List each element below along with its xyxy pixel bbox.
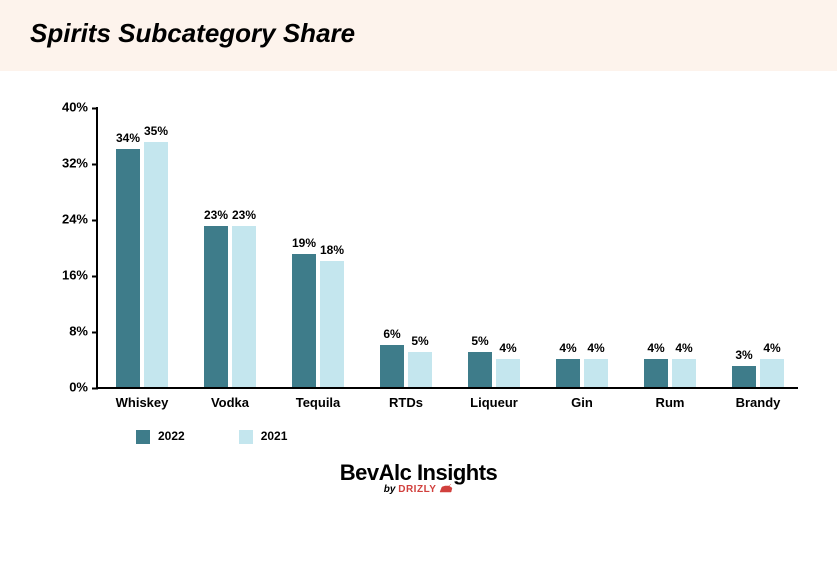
legend-label-2021: 2021 xyxy=(261,429,288,443)
bar-value-label: 19% xyxy=(292,236,316,250)
category-label: RTDs xyxy=(389,395,423,410)
bar: 3% xyxy=(732,366,756,387)
bar: 4% xyxy=(760,359,784,387)
bar-value-label: 35% xyxy=(144,124,168,138)
bar: 35% xyxy=(144,142,168,387)
category-label: Vodka xyxy=(211,395,249,410)
y-tick: 32% xyxy=(48,156,88,171)
bar: 23% xyxy=(232,226,256,387)
bar: 4% xyxy=(496,359,520,387)
bar-value-label: 4% xyxy=(647,341,664,355)
bar: 18% xyxy=(320,261,344,387)
y-tick: 16% xyxy=(48,268,88,283)
legend: 2022 2021 xyxy=(136,429,797,444)
bar-value-label: 6% xyxy=(383,327,400,341)
category-label: Rum xyxy=(656,395,685,410)
bar: 19% xyxy=(292,254,316,387)
bar: 34% xyxy=(116,149,140,387)
legend-label-2022: 2022 xyxy=(158,429,185,443)
category-label: Gin xyxy=(571,395,593,410)
title-band: Spirits Subcategory Share xyxy=(0,0,837,71)
rhino-icon xyxy=(439,484,453,494)
y-tick: 24% xyxy=(48,212,88,227)
bar-value-label: 3% xyxy=(735,348,752,362)
legend-swatch-2022 xyxy=(136,430,150,444)
bar-value-label: 4% xyxy=(587,341,604,355)
bar: 4% xyxy=(672,359,696,387)
bar: 4% xyxy=(644,359,668,387)
footer-byline-prefix: by xyxy=(384,484,398,495)
bar: 23% xyxy=(204,226,228,387)
bar-value-label: 4% xyxy=(559,341,576,355)
bar-value-label: 4% xyxy=(499,341,516,355)
legend-item-2022: 2022 xyxy=(136,429,185,444)
bar: 4% xyxy=(584,359,608,387)
footer-brand: BevAlc Insights xyxy=(40,460,797,486)
footer-byline-brand: DRIZLY xyxy=(398,484,436,495)
footer-byline: by DRIZLY xyxy=(40,484,797,495)
legend-item-2021: 2021 xyxy=(239,429,288,444)
bar-value-label: 18% xyxy=(320,243,344,257)
y-tick: 8% xyxy=(48,324,88,339)
bar: 5% xyxy=(408,352,432,387)
footer-brand-b: Insights xyxy=(417,460,497,485)
bar-value-label: 4% xyxy=(763,341,780,355)
legend-swatch-2021 xyxy=(239,430,253,444)
bar-value-label: 23% xyxy=(204,208,228,222)
bar-value-label: 5% xyxy=(471,334,488,348)
category-label: Tequila xyxy=(296,395,341,410)
bar-value-label: 5% xyxy=(411,334,428,348)
bar-value-label: 34% xyxy=(116,131,140,145)
category-label: Brandy xyxy=(736,395,781,410)
y-tick: 40% xyxy=(48,100,88,115)
bar: 5% xyxy=(468,352,492,387)
bar-value-label: 23% xyxy=(232,208,256,222)
y-tick: 0% xyxy=(48,380,88,395)
bar-value-label: 4% xyxy=(675,341,692,355)
chart: 0%8%16%24%32%40%34%35%Whiskey23%23%Vodka… xyxy=(40,107,797,495)
page-title: Spirits Subcategory Share xyxy=(30,18,807,49)
category-label: Whiskey xyxy=(116,395,169,410)
footer-brand-a: BevAlc xyxy=(340,460,412,485)
category-label: Liqueur xyxy=(470,395,518,410)
bar: 4% xyxy=(556,359,580,387)
footer: BevAlc Insights by DRIZLY xyxy=(40,460,797,495)
plot-area: 0%8%16%24%32%40%34%35%Whiskey23%23%Vodka… xyxy=(96,107,798,389)
bar: 6% xyxy=(380,345,404,387)
